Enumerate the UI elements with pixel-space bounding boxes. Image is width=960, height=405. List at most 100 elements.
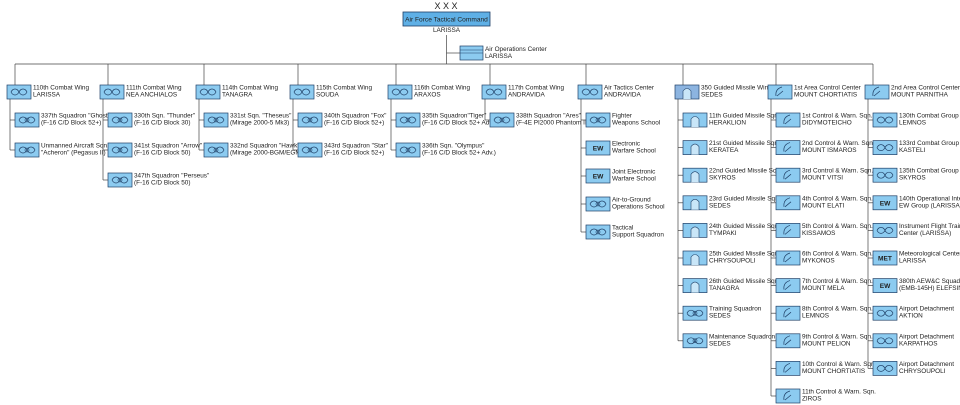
unit-name: 135th Combat Group xyxy=(899,168,959,175)
unit-name: 25th Guided Missile Sqn. xyxy=(709,251,780,258)
unit-detail: (F-16 C/D Block 52+) xyxy=(324,120,384,127)
unit-name: 332nd Squadron "Hawk" xyxy=(230,143,300,150)
aoc-title: Air Operations Center xyxy=(485,46,548,53)
unit-symbol xyxy=(690,199,700,210)
unit-detail: (F-16 C/D Block 50) xyxy=(134,150,190,157)
unit-symbol xyxy=(876,171,894,179)
unit-name: 115th Combat Wing xyxy=(316,85,372,92)
unit-symbol xyxy=(690,143,700,155)
unit-detail: CHRYSOUPOLI xyxy=(709,258,756,265)
unit-symbol xyxy=(207,116,225,124)
unit-symbol xyxy=(876,337,894,345)
unit-badge: EW xyxy=(593,174,604,181)
unit-symbol xyxy=(213,147,219,153)
unit-detail: SEDES xyxy=(701,92,723,99)
unit-detail: Support Squadron xyxy=(612,232,664,239)
unit-symbol xyxy=(872,86,881,97)
unit-name: 1st Area Control Center xyxy=(794,85,862,92)
unit-detail: "Acheron" (Pegasus II) xyxy=(41,150,106,157)
unit-symbol xyxy=(783,390,792,401)
unit-box xyxy=(775,167,801,183)
unit-detail: (F-16 C/D Block 52+) xyxy=(41,120,101,127)
unit-detail: KISSAMOS xyxy=(802,230,835,237)
unit-detail: MOUNT CHORTIATIS xyxy=(794,92,857,99)
unit-name: 347th Squadron "Perseus" xyxy=(134,173,209,180)
unit-symbol xyxy=(783,114,792,125)
unit-name: 4th Control & Warn. Sqn. xyxy=(802,195,873,202)
unit-name: 6th Control & Warn. Sqn. xyxy=(802,251,873,258)
unit-box xyxy=(775,223,801,238)
unit-name: 11th Guided Missile Sqn. xyxy=(709,113,780,120)
unit-box xyxy=(775,305,801,321)
unit-name: Fighter xyxy=(612,113,633,120)
unit-detail: MOUNT ISMAROS xyxy=(802,147,857,154)
unit-detail: Center (LARISSA) xyxy=(899,230,951,237)
unit-badge: EW xyxy=(593,146,604,153)
unit-symbol xyxy=(18,116,36,124)
hq-location: LARISSA xyxy=(433,27,461,34)
unit-name: Air Tactics Center xyxy=(604,85,655,92)
unit-symbol xyxy=(682,88,692,99)
unit-name: 340th Squadron "Fox" xyxy=(324,113,386,120)
unit-name: Instrument Flight Training xyxy=(899,223,960,230)
unit-name: 3rd Control & Warn. Sqn. xyxy=(802,168,873,175)
unit-name: 133rd Combat Group xyxy=(899,140,959,147)
unit-name: 2nd Control & Warn. Sqn. xyxy=(802,140,875,147)
unit-name: 7th Control & Warn. Sqn. xyxy=(802,278,873,285)
unit-badge: EW xyxy=(880,200,891,207)
unit-name: 140th Operational Intel. & xyxy=(899,195,960,202)
unit-symbol xyxy=(199,88,217,96)
unit-name: 331st Sqn. "Theseus" xyxy=(230,113,291,120)
unit-name: Unmanned Aircraft Sqn. xyxy=(41,143,109,150)
unit-symbol xyxy=(595,201,601,207)
unit-name: 23rd Guided Missile Sqn. xyxy=(709,195,781,202)
unit-detail: (F-16 C/D Block 52+) xyxy=(324,150,384,157)
unit-symbol xyxy=(690,226,700,238)
unit-name: 111th Combat Wing xyxy=(126,85,182,92)
unit-name: 9th Control & Warn. Sqn. xyxy=(802,333,873,340)
unit-name: 8th Control & Warn. Sqn. xyxy=(802,306,873,313)
unit-detail: (F-16 C/D Block 52+ Adv.) xyxy=(422,120,496,127)
unit-symbol xyxy=(117,177,123,183)
unit-box xyxy=(872,250,898,266)
unit-symbol xyxy=(876,365,894,372)
unit-detail: (F-4E PI2000 Phantom II) xyxy=(516,120,589,127)
unit-symbol xyxy=(589,200,607,208)
unit-box xyxy=(775,195,801,211)
unit-symbol xyxy=(686,309,704,317)
unit-symbol xyxy=(783,142,792,152)
unit-symbol xyxy=(301,116,319,124)
unit-symbol xyxy=(876,309,894,317)
unit-box xyxy=(767,84,793,100)
unit-box xyxy=(775,250,801,266)
unit-symbol xyxy=(117,147,123,153)
unit-symbol xyxy=(307,117,313,123)
unit-symbol xyxy=(405,117,411,123)
unit-box xyxy=(775,333,801,349)
unit-name: 5th Control & Warn. Sqn. xyxy=(802,223,873,230)
unit-detail: ANDRAVIDA xyxy=(508,92,546,99)
unit-box xyxy=(872,278,898,293)
unit-detail: Weapons School xyxy=(612,120,660,127)
unit-symbol xyxy=(783,197,792,208)
unit-detail: EW Group (LARISSA) xyxy=(899,202,960,209)
unit-detail: CHRYSOUPOLI xyxy=(899,368,946,375)
unit-name: 24th Guided Missile Sqn. xyxy=(709,223,780,230)
unit-symbol xyxy=(485,88,503,96)
unit-detail: LARISSA xyxy=(899,258,927,265)
unit-name: 380th AEW&C Squadron xyxy=(899,278,960,285)
unit-box xyxy=(775,388,801,404)
unit-symbol xyxy=(111,146,129,154)
unit-name: Airport Detachment xyxy=(899,333,954,340)
unit-detail: DIDYMOTEICHO xyxy=(802,120,852,127)
unit-name: 130th Combat Group xyxy=(899,113,959,120)
unit-detail: (Mirage 2000-BGM/EGM3) xyxy=(230,150,306,157)
unit-detail: (EMB-145H) ELEFSINA xyxy=(899,285,960,292)
unit-symbol xyxy=(581,88,599,96)
unit-box xyxy=(775,112,801,128)
unit-detail: SEDES xyxy=(709,202,731,209)
unit-detail: TANAGRA xyxy=(709,285,740,292)
unit-name: 11th Control & Warn. Sqn. xyxy=(802,389,876,396)
unit-symbol xyxy=(301,146,319,154)
unit-name: Meteorological Center xyxy=(899,251,960,258)
